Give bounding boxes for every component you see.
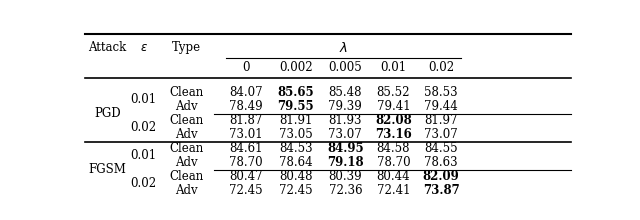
Text: 72.45: 72.45 (229, 184, 263, 197)
Text: 84.07: 84.07 (229, 86, 263, 99)
Text: 80.48: 80.48 (279, 170, 312, 183)
Text: $\epsilon$: $\epsilon$ (140, 41, 147, 54)
Text: 72.45: 72.45 (279, 184, 312, 197)
Text: 84.53: 84.53 (279, 142, 312, 155)
Text: $\lambda$: $\lambda$ (339, 40, 348, 55)
Text: 79.18: 79.18 (327, 156, 364, 169)
Text: 0.01: 0.01 (131, 149, 157, 162)
Text: 0.02: 0.02 (131, 177, 157, 190)
Text: Attack: Attack (88, 41, 127, 54)
Text: Adv: Adv (175, 128, 198, 141)
Text: FGSM: FGSM (88, 163, 126, 176)
Text: 72.41: 72.41 (377, 184, 410, 197)
Text: 73.07: 73.07 (424, 128, 458, 141)
Text: 0.02: 0.02 (131, 121, 157, 134)
Text: Clean: Clean (170, 142, 204, 155)
Text: 79.41: 79.41 (377, 100, 410, 113)
Text: 84.61: 84.61 (229, 142, 263, 155)
Text: 0.01: 0.01 (131, 93, 157, 106)
Text: 58.53: 58.53 (424, 86, 458, 99)
Text: 72.36: 72.36 (328, 184, 362, 197)
Text: 80.44: 80.44 (377, 170, 410, 183)
Text: 78.70: 78.70 (229, 156, 263, 169)
Text: Type: Type (172, 41, 201, 54)
Text: 81.93: 81.93 (328, 114, 362, 127)
Text: 78.64: 78.64 (279, 156, 312, 169)
Text: 85.48: 85.48 (328, 86, 362, 99)
Text: Adv: Adv (175, 100, 198, 113)
Text: Adv: Adv (175, 156, 198, 169)
Text: 79.44: 79.44 (424, 100, 458, 113)
Text: 82.09: 82.09 (422, 170, 460, 183)
Text: 0: 0 (243, 61, 250, 74)
Text: 80.47: 80.47 (229, 170, 263, 183)
Text: 79.55: 79.55 (278, 100, 314, 113)
Text: 73.05: 73.05 (279, 128, 312, 141)
Text: 84.58: 84.58 (377, 142, 410, 155)
Text: 79.39: 79.39 (328, 100, 362, 113)
Text: 78.70: 78.70 (377, 156, 410, 169)
Text: PGD: PGD (94, 107, 120, 120)
Text: 0.005: 0.005 (328, 61, 362, 74)
Text: Clean: Clean (170, 114, 204, 127)
Text: Clean: Clean (170, 170, 204, 183)
Text: 81.97: 81.97 (424, 114, 458, 127)
Text: 0.002: 0.002 (279, 61, 312, 74)
Text: 73.07: 73.07 (328, 128, 362, 141)
Text: 81.87: 81.87 (230, 114, 263, 127)
Text: 73.01: 73.01 (229, 128, 263, 141)
Text: 82.08: 82.08 (375, 114, 412, 127)
Text: 0.02: 0.02 (428, 61, 454, 74)
Text: 85.65: 85.65 (278, 86, 314, 99)
Text: 78.63: 78.63 (424, 156, 458, 169)
Text: 80.39: 80.39 (328, 170, 362, 183)
Text: 81.91: 81.91 (279, 114, 312, 127)
Text: Clean: Clean (170, 86, 204, 99)
Text: 73.87: 73.87 (422, 184, 460, 197)
Text: 78.49: 78.49 (229, 100, 263, 113)
Text: 84.55: 84.55 (424, 142, 458, 155)
Text: Adv: Adv (175, 184, 198, 197)
Text: 84.95: 84.95 (327, 142, 364, 155)
Text: 0.01: 0.01 (380, 61, 406, 74)
Text: 85.52: 85.52 (377, 86, 410, 99)
Text: 73.16: 73.16 (375, 128, 412, 141)
